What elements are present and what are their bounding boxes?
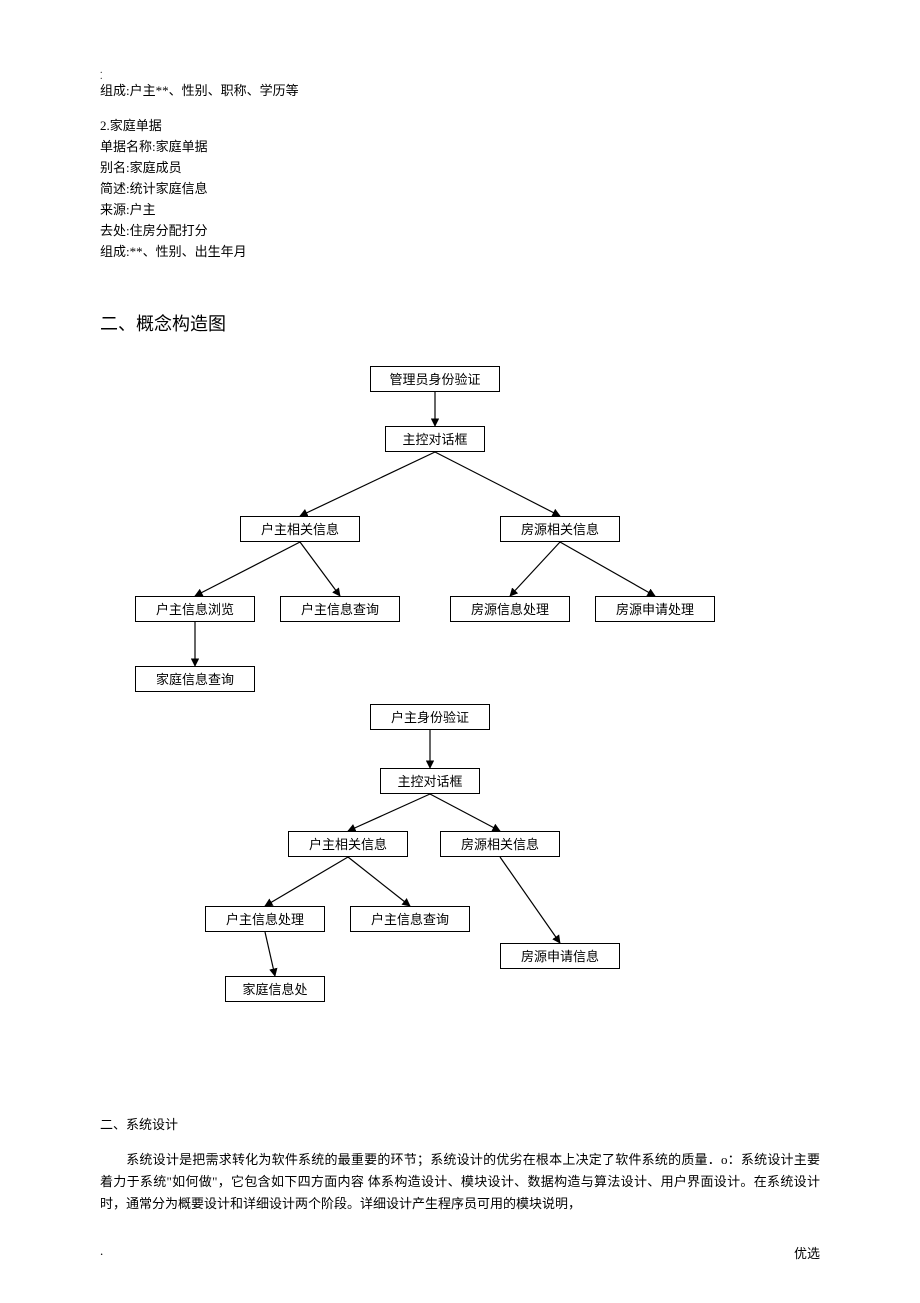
flowchart-node-b1: 户主身份验证 (370, 704, 490, 730)
flowchart-edge (430, 794, 500, 831)
flowchart-node-b7: 房源申请信息 (500, 943, 620, 969)
corner-dots: .. (100, 68, 103, 80)
footer-left: . (100, 1243, 103, 1262)
flowchart-edge (435, 452, 560, 516)
flowchart-node-a5: 户主信息浏览 (135, 596, 255, 622)
flowchart-edge (300, 452, 435, 516)
flowchart-node-b2: 主控对话框 (380, 768, 480, 794)
block1-line1: 组成:户主**、性别、职称、学历等 (100, 80, 820, 101)
flowchart-node-a7: 房源信息处理 (450, 596, 570, 622)
block2-l5: 去处:住房分配打分 (100, 220, 820, 241)
block2-l4: 来源:户主 (100, 199, 820, 220)
flowchart-node-b4: 房源相关信息 (440, 831, 560, 857)
paragraph-text: 系统设计是把需求转化为软件系统的最重要的环节；系统设计的优劣在根本上决定了软件系… (100, 1152, 820, 1211)
flowchart-edge (265, 932, 275, 976)
flowchart-node-a6: 户主信息查询 (280, 596, 400, 622)
flowchart-node-b3: 户主相关信息 (288, 831, 408, 857)
footer-right: 优选 (794, 1243, 820, 1262)
block2-l1: 单据名称:家庭单据 (100, 136, 820, 157)
flowchart-edge (300, 542, 340, 596)
flowchart-node-a4: 房源相关信息 (500, 516, 620, 542)
block2: 2.家庭单据 单据名称:家庭单据 别名:家庭成员 简述:统计家庭信息 来源:户主… (100, 115, 820, 262)
flowchart-node-a1: 管理员身份验证 (370, 366, 500, 392)
concept-flowchart: 管理员身份验证主控对话框户主相关信息房源相关信息户主信息浏览户主信息查询房源信息… (100, 366, 820, 1066)
flowchart-node-a8: 房源申请处理 (595, 596, 715, 622)
flowchart-node-a2: 主控对话框 (385, 426, 485, 452)
page-footer: . 优选 (100, 1243, 820, 1262)
flowchart-node-b5: 户主信息处理 (205, 906, 325, 932)
system-design-paragraph: 系统设计是把需求转化为软件系统的最重要的环节；系统设计的优劣在根本上决定了软件系… (100, 1149, 820, 1215)
flowchart-edge (265, 857, 348, 906)
block2-l6: 组成:**、性别、出生年月 (100, 241, 820, 262)
flowchart-node-a9: 家庭信息查询 (135, 666, 255, 692)
block2-l2: 别名:家庭成员 (100, 157, 820, 178)
flowchart-edge (510, 542, 560, 596)
heading-concept-diagram: 二、概念构造图 (100, 310, 820, 336)
flowchart-edge (195, 542, 300, 596)
heading-system-design: 二、系统设计 (100, 1114, 820, 1133)
flowchart-edge (348, 794, 430, 831)
flowchart-node-b6: 户主信息查询 (350, 906, 470, 932)
flowchart-edge (560, 542, 655, 596)
flowchart-node-a3: 户主相关信息 (240, 516, 360, 542)
flowchart-edge (348, 857, 410, 906)
flowchart-edge (500, 857, 560, 943)
block1: 组成:户主**、性别、职称、学历等 (100, 80, 820, 101)
block2-l3: 简述:统计家庭信息 (100, 178, 820, 199)
block2-title: 2.家庭单据 (100, 115, 820, 136)
flowchart-node-b8: 家庭信息处 (225, 976, 325, 1002)
